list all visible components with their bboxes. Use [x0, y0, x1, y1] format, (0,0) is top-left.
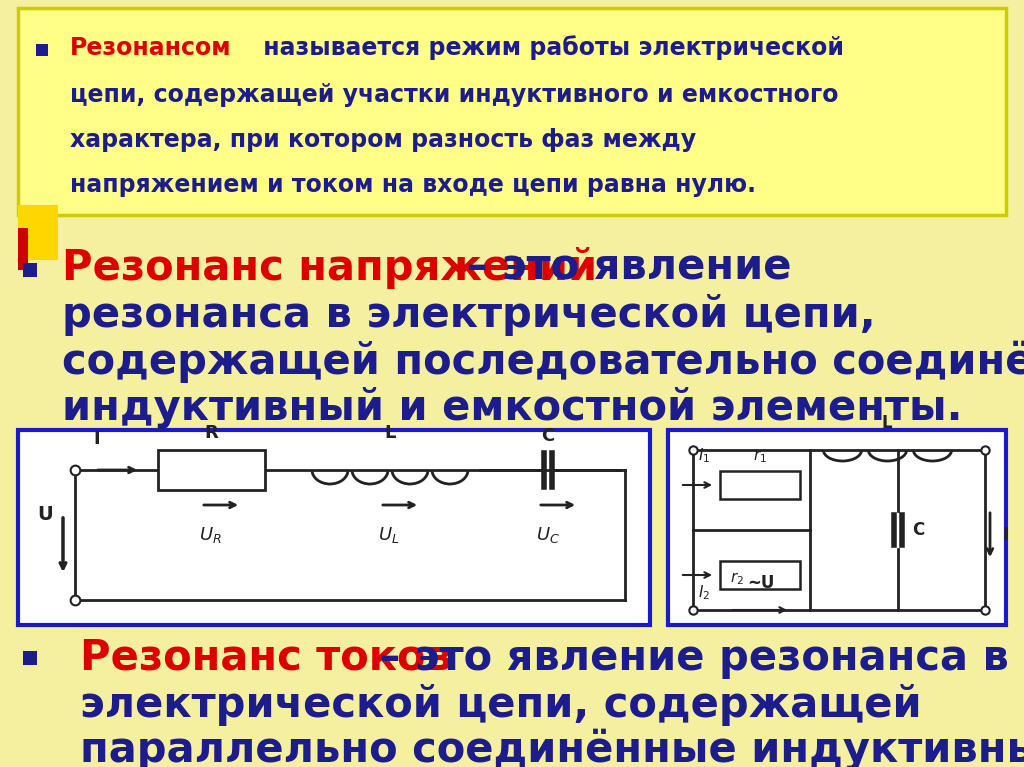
Text: напряжением и током на входе цепи равна нулю.: напряжением и током на входе цепи равна …: [70, 173, 756, 197]
Bar: [720, 471, 800, 499]
Text: R: R: [204, 424, 218, 442]
Text: ~U: ~U: [748, 574, 775, 592]
Text: L: L: [384, 424, 395, 442]
Text: $I_2$: $I_2$: [698, 583, 711, 601]
Bar: [18, 430, 650, 625]
Text: резонанса в электрической цепи,: резонанса в электрической цепи,: [62, 294, 876, 336]
Text: – это явление: – это явление: [452, 247, 792, 289]
Bar: [720, 561, 800, 589]
Text: Резонанс напряжений: Резонанс напряжений: [62, 247, 597, 289]
Text: индуктивный и емкостной элементы.: индуктивный и емкостной элементы.: [62, 387, 963, 429]
Text: цепи, содержащей участки индуктивного и емкостного: цепи, содержащей участки индуктивного и …: [70, 83, 839, 107]
Bar: [158, 450, 265, 490]
Text: Резонансом: Резонансом: [70, 36, 231, 60]
Bar: [18, 205, 58, 260]
Text: – это явление резонанса в: – это явление резонанса в: [365, 637, 1009, 679]
Text: содержащей последовательно соединённые: содержащей последовательно соединённые: [62, 341, 1024, 384]
Text: $U_C$: $U_C$: [536, 525, 560, 545]
Text: $U_R$: $U_R$: [199, 525, 222, 545]
Text: L: L: [882, 414, 892, 432]
Text: $U_L$: $U_L$: [378, 525, 399, 545]
Bar: [18, 228, 28, 270]
Text: электрической цепи, содержащей: электрической цепи, содержащей: [80, 684, 922, 726]
Text: характера, при котором разность фаз между: характера, при котором разность фаз межд…: [70, 128, 696, 152]
Text: называется режим работы электрической: называется режим работы электрической: [255, 35, 844, 61]
Text: $r_2$: $r_2$: [730, 571, 744, 588]
Text: C: C: [542, 427, 555, 445]
Text: I: I: [93, 430, 99, 448]
Text: $I_1$: $I_1$: [698, 446, 711, 465]
Text: I: I: [1002, 526, 1009, 544]
Text: параллельно соединённые индуктивный и: параллельно соединённые индуктивный и: [80, 729, 1024, 767]
Text: Резонанс токов: Резонанс токов: [80, 637, 452, 679]
Text: U: U: [37, 505, 53, 525]
Text: $r_1$: $r_1$: [753, 448, 767, 465]
Bar: [668, 430, 1006, 625]
Bar: [18, 8, 1006, 215]
Text: C: C: [912, 521, 925, 539]
